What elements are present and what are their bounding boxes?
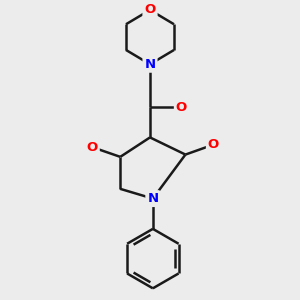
Text: O: O	[144, 4, 156, 16]
Text: O: O	[208, 138, 219, 151]
Text: N: N	[147, 192, 158, 205]
Text: N: N	[144, 58, 156, 71]
Text: O: O	[176, 100, 187, 114]
Text: O: O	[87, 141, 98, 154]
